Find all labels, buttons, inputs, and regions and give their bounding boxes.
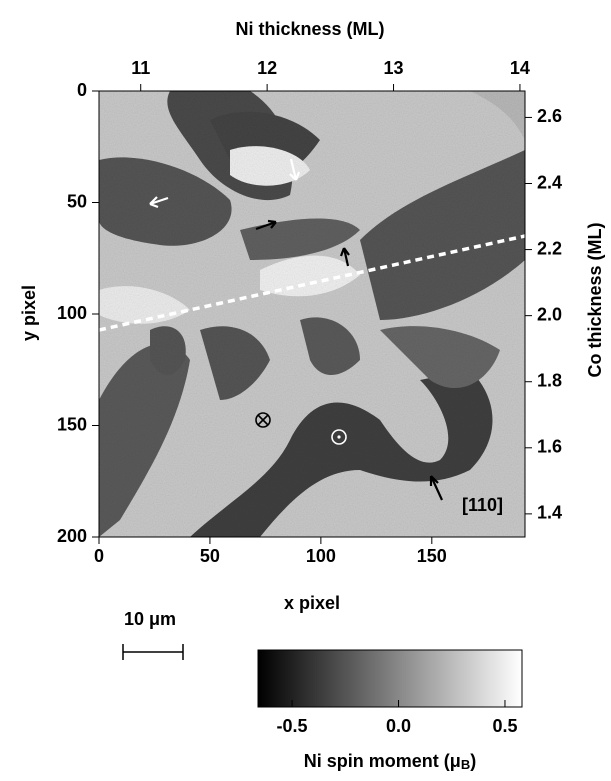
colorbar-tick-label: 0.0 bbox=[386, 716, 411, 736]
micrograph: [110] bbox=[99, 91, 525, 537]
x2-tick-label: 13 bbox=[384, 58, 404, 78]
top-axis-label: Ni thickness (ML) bbox=[235, 19, 384, 39]
colorbar-label: Ni spin moment (μB) bbox=[304, 751, 476, 773]
x-axis-label: x pixel bbox=[284, 593, 340, 613]
colorbar-tick-label: 0.5 bbox=[492, 716, 517, 736]
x-tick-label: 50 bbox=[200, 546, 220, 566]
x-tick-label: 0 bbox=[94, 546, 104, 566]
colorbar-label-end: ) bbox=[470, 751, 476, 771]
y-tick-label: 150 bbox=[57, 414, 87, 434]
x-tick-label: 150 bbox=[417, 546, 447, 566]
x2-tick-label: 14 bbox=[510, 58, 530, 78]
y2-tick-label: 1.4 bbox=[537, 503, 562, 523]
scale-bar bbox=[122, 644, 184, 660]
y2-tick-label: 2.6 bbox=[537, 106, 562, 126]
colorbar bbox=[257, 649, 523, 708]
y-tick-label: 0 bbox=[77, 80, 87, 100]
y2-tick-label: 1.6 bbox=[537, 437, 562, 457]
y-tick-label: 100 bbox=[57, 303, 87, 323]
y-axis-label: y pixel bbox=[19, 285, 39, 341]
colorbar-label-sub: B bbox=[461, 757, 470, 772]
colorbar-label-main: Ni spin moment (μ bbox=[304, 751, 461, 771]
colorbar-tick-label: -0.5 bbox=[277, 716, 308, 736]
dashed-line bbox=[99, 234, 525, 332]
annotation: [110] bbox=[462, 495, 503, 515]
x2-tick-label: 12 bbox=[257, 58, 277, 78]
arrows bbox=[149, 158, 443, 501]
y-tick-label: 50 bbox=[67, 191, 87, 211]
y2-tick-label: 2.0 bbox=[537, 304, 562, 324]
y2-tick-label: 2.2 bbox=[537, 238, 562, 258]
y-tick-label: 200 bbox=[57, 526, 87, 546]
y2-tick-label: 2.4 bbox=[537, 172, 562, 192]
x-tick-label: 100 bbox=[306, 546, 336, 566]
y2-tick-label: 1.8 bbox=[537, 370, 562, 390]
right-axis-label: Co thickness (ML) bbox=[585, 222, 605, 377]
x2-tick-label: 11 bbox=[131, 58, 150, 78]
markers bbox=[255, 412, 347, 445]
scale-bar-label: 10 μm bbox=[124, 609, 176, 629]
